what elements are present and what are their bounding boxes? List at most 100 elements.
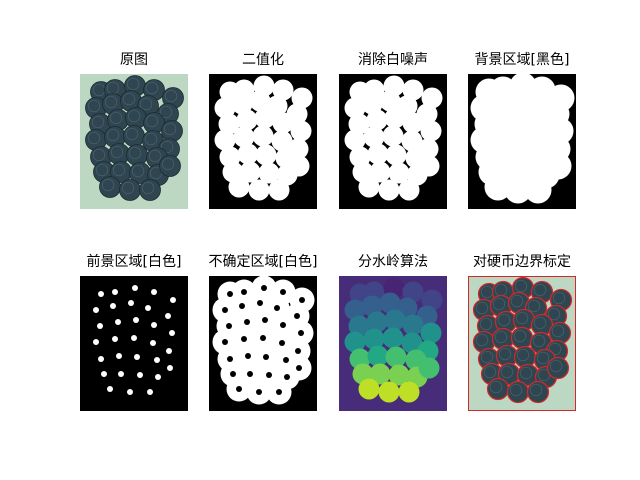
watershed-region bbox=[398, 381, 420, 403]
watershed-region bbox=[420, 322, 442, 344]
coin-mask bbox=[239, 161, 261, 183]
ring-hole bbox=[261, 285, 267, 291]
sure-foreground-dot bbox=[155, 374, 161, 380]
coin-detail bbox=[125, 127, 139, 141]
panel-title-denoise: 消除白噪声 bbox=[358, 52, 428, 68]
coin bbox=[139, 179, 161, 201]
coin-mask bbox=[228, 176, 250, 198]
coin-detail bbox=[145, 114, 159, 128]
panel-title-unknown: 不确定区域[白色] bbox=[208, 254, 318, 270]
coin-mask bbox=[268, 179, 290, 201]
coin-mask bbox=[382, 125, 404, 147]
coin-mask bbox=[378, 179, 400, 201]
coin-mask bbox=[254, 107, 276, 129]
watershed-region bbox=[421, 289, 443, 311]
coin-mask bbox=[344, 129, 366, 151]
ring-hole bbox=[230, 371, 236, 377]
coin-detail bbox=[533, 316, 547, 330]
ring-hole bbox=[283, 357, 289, 363]
coin-detail bbox=[160, 140, 174, 154]
panel-title-original: 原图 bbox=[120, 52, 148, 68]
coin-mask bbox=[361, 93, 383, 115]
panel-background-image bbox=[468, 74, 576, 209]
coin-detail bbox=[92, 148, 106, 162]
coin-detail bbox=[515, 311, 529, 325]
watershed-region bbox=[344, 331, 366, 353]
sure-foreground-dot bbox=[147, 389, 153, 395]
coin-detail bbox=[480, 350, 494, 364]
ring-hole bbox=[266, 372, 272, 378]
panel-title-binary: 二值化 bbox=[242, 52, 284, 68]
watershed-region bbox=[401, 332, 423, 354]
watershed-region bbox=[418, 357, 440, 379]
coin bbox=[159, 155, 181, 177]
panel-coin-boundaries-image bbox=[468, 276, 576, 411]
watershed-region bbox=[366, 311, 388, 333]
ring-hole bbox=[244, 319, 250, 325]
watershed-region bbox=[363, 328, 385, 350]
ring-hole bbox=[245, 353, 251, 359]
watershed-region bbox=[388, 364, 410, 386]
ring-hole bbox=[226, 323, 232, 329]
coin-mask bbox=[214, 97, 236, 119]
coin-mask bbox=[290, 120, 312, 142]
coin-detail bbox=[536, 351, 550, 365]
panel-watershed bbox=[339, 276, 447, 411]
coin-mask bbox=[402, 79, 424, 101]
coin-mask bbox=[379, 90, 401, 112]
coin-detail bbox=[164, 89, 178, 103]
ring-hole bbox=[280, 322, 286, 328]
ring-hole bbox=[241, 289, 247, 295]
coin-detail bbox=[489, 380, 503, 394]
panel-unknown bbox=[209, 276, 317, 411]
coin-detail bbox=[145, 81, 159, 95]
panel-foreground-image bbox=[80, 276, 188, 411]
sure-foreground-dot bbox=[131, 335, 137, 341]
coin-detail bbox=[475, 333, 489, 347]
sure-foreground-dot bbox=[107, 386, 113, 392]
coin-mask bbox=[233, 126, 255, 148]
coin-mask bbox=[249, 90, 271, 112]
sure-foreground-dot bbox=[128, 300, 134, 306]
coin-mask bbox=[214, 129, 236, 151]
coin-detail bbox=[126, 77, 140, 91]
panel-title-coin-boundaries: 对硬币边界标定 bbox=[473, 254, 571, 270]
ring-hole bbox=[280, 289, 286, 295]
panel-background bbox=[468, 74, 576, 209]
coin-mask bbox=[369, 161, 391, 183]
coin-detail bbox=[532, 334, 546, 348]
watershed-region bbox=[358, 378, 380, 400]
ring-hole bbox=[227, 356, 233, 362]
ring-hole bbox=[256, 389, 262, 395]
watershed-region bbox=[348, 315, 370, 337]
coin-detail bbox=[529, 383, 543, 397]
coin-mask bbox=[271, 130, 293, 152]
coin-mask bbox=[258, 162, 280, 184]
coin-mask bbox=[255, 144, 277, 166]
coin-detail bbox=[475, 301, 489, 315]
coin-mask bbox=[504, 176, 532, 204]
coin-detail bbox=[498, 347, 512, 361]
coin-mask bbox=[484, 173, 512, 201]
sure-foreground-dot bbox=[112, 336, 118, 342]
ring-hole bbox=[298, 330, 304, 336]
coin bbox=[526, 380, 550, 404]
sure-foreground-dot bbox=[127, 389, 133, 395]
panel-original bbox=[80, 74, 188, 209]
coin-detail bbox=[552, 291, 566, 305]
ring-hole bbox=[284, 374, 290, 380]
coin-mask bbox=[366, 109, 388, 131]
ring-hole bbox=[241, 336, 247, 342]
sure-foreground-dot bbox=[134, 354, 140, 360]
ring-hole bbox=[262, 317, 268, 323]
ring-hole bbox=[274, 305, 280, 311]
sure-foreground-dot bbox=[154, 357, 160, 363]
sure-foreground-dot bbox=[93, 339, 99, 345]
sure-foreground-dot bbox=[151, 322, 157, 328]
coin-detail bbox=[497, 313, 511, 327]
coin-detail bbox=[494, 330, 508, 344]
sure-foreground-dot bbox=[98, 291, 104, 297]
coin-detail bbox=[509, 383, 523, 397]
coin-detail bbox=[104, 95, 118, 109]
coin-mask bbox=[401, 130, 423, 152]
